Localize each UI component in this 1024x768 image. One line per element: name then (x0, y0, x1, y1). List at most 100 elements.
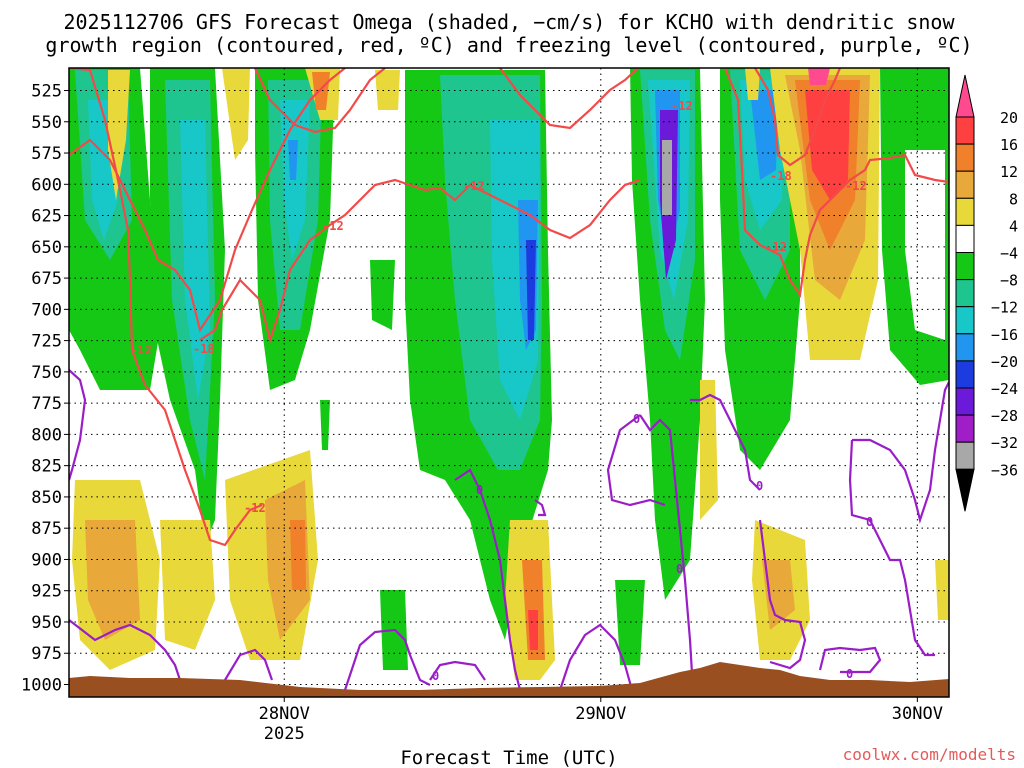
y-tick-label: 625 (31, 207, 62, 227)
omega-region-yellow (935, 560, 949, 620)
contours (69, 68, 949, 691)
colorbar-label: −12 (991, 299, 1018, 317)
contour-label-dgz: -12 (244, 501, 266, 515)
colorbar-segment (955, 441, 975, 470)
colorbar-label: −24 (991, 380, 1018, 398)
contour-label-freezing: 0 (633, 412, 640, 426)
colorbar-segment (955, 224, 975, 253)
colorbar-segment (955, 143, 975, 172)
colorbar-segment (955, 414, 975, 443)
y-tick-label: 875 (31, 519, 62, 539)
freezing-contour-line (690, 393, 761, 491)
chart-title-line-1: 2025112706 GFS Forecast Omega (shaded, −… (63, 10, 955, 34)
colorbar-segment (955, 252, 975, 281)
contour-label-dgz: -12 (671, 99, 693, 113)
dgz-contour-line (723, 68, 949, 299)
omega-region-orange (312, 72, 330, 110)
omega-region-cyan (180, 120, 210, 400)
y-tick-label: 1000 (21, 675, 62, 695)
y-tick-label: 650 (31, 238, 62, 258)
colorbar-label: −16 (991, 326, 1018, 344)
contour-labels: -12 -18 -12 -12 -12 -12 -18 -12 -12 0 0 … (130, 99, 873, 683)
freezing-contour-line (343, 628, 431, 691)
x-tick-label: 29NOV (575, 704, 626, 724)
colorbar-segment (955, 306, 975, 335)
y-tick-label: 900 (31, 550, 62, 570)
y-tick-label: 575 (31, 144, 62, 164)
y-tick-label: 775 (31, 394, 62, 414)
omega-region-green (370, 260, 395, 330)
colorbar-segment (955, 279, 975, 308)
contour-label-dgz: -12 (463, 179, 485, 193)
omega-region-blue (288, 140, 298, 180)
y-tick-label: 800 (31, 425, 62, 445)
y-tick-label: 700 (31, 300, 62, 320)
freezing-contour-line (848, 439, 935, 657)
omega-region-red (528, 610, 538, 650)
contour-label-freezing: 0 (846, 667, 853, 681)
freezing-contour-line (69, 619, 182, 681)
y-tick-label: 750 (31, 363, 62, 383)
colorbar-label: −28 (991, 407, 1018, 425)
omega-region-blue (750, 90, 778, 180)
freezing-contour-line (818, 646, 882, 674)
freezing-contour-line (69, 369, 87, 481)
colorbar-label: 8 (1009, 190, 1018, 208)
colorbar-label: 16 (1000, 136, 1018, 154)
colorbar-segment (955, 197, 975, 226)
x-axis: 28NOV29NOV30NOV1DEC2DEC3DEC4DEC2025 (259, 697, 943, 744)
omega-region-yellow (700, 380, 718, 520)
colorbar-label: 4 (1009, 217, 1018, 235)
chart-title-line-2: growth region (contoured, red, ºC) and f… (45, 33, 972, 57)
omega-region-red (805, 90, 850, 200)
y-tick-label: 725 (31, 332, 62, 352)
y-tick-label: 525 (31, 82, 62, 102)
contour-label-freezing: 0 (866, 515, 873, 529)
colorbar-label: −20 (991, 353, 1018, 371)
omega-region-pink (808, 68, 830, 85)
colorbar-label: −32 (991, 434, 1018, 452)
freezing-contour-line (224, 648, 274, 681)
dgz-contour-line (69, 68, 263, 547)
colorbar-segment (955, 333, 975, 362)
y-tick-label: 550 (31, 113, 62, 133)
y-tick-label: 825 (31, 457, 62, 477)
colorbar-label: 12 (1000, 163, 1018, 181)
contour-label-dgz: -18 (770, 169, 792, 183)
freezing-contour-line (639, 414, 695, 691)
x-axis-title: Forecast Time (UTC) (400, 747, 617, 768)
colorbar-arrow-top (955, 74, 975, 118)
colorbar-segment (955, 116, 975, 145)
freezing-contour-line (534, 499, 547, 517)
colorbar-segment (955, 360, 975, 389)
omega-region-darkblue (526, 240, 536, 340)
colorbar-label: 20 (1000, 109, 1018, 127)
omega-region-white (905, 150, 945, 340)
y-tick-label: 675 (31, 269, 62, 289)
freezing-contour-line (852, 381, 949, 524)
dgz-contour-line (199, 178, 641, 344)
y-tick-label: 850 (31, 488, 62, 508)
contour-label-dgz: -12 (130, 343, 152, 357)
omega-region-yellow (160, 520, 215, 650)
ground-terrain (69, 662, 949, 697)
x-tick-label: 30NOV (892, 704, 943, 724)
omega-region-green (320, 400, 330, 450)
freezing-contour-line (606, 414, 666, 507)
colorbar-segment (955, 170, 975, 199)
y-axis: 525 550 575 600 625 650 675 700 725 750 775 800 825 8… (21, 82, 69, 695)
plot-frame (68, 67, 950, 698)
freezing-contour-line (429, 660, 486, 681)
omega-region-green (615, 580, 645, 665)
omega-region-orange (290, 520, 306, 590)
contour-label-freezing: 0 (476, 483, 483, 497)
colorbar-arrow-bottom (955, 468, 975, 512)
grid-lines (69, 68, 949, 697)
dgz-contour-line (69, 68, 346, 333)
y-tick-label: 925 (31, 582, 62, 602)
freezing-contour-line (454, 468, 522, 691)
omega-region-gold (85, 520, 140, 640)
source-credit: coolwx.com/modelts (843, 745, 1016, 764)
y-tick-label: 975 (31, 644, 62, 664)
